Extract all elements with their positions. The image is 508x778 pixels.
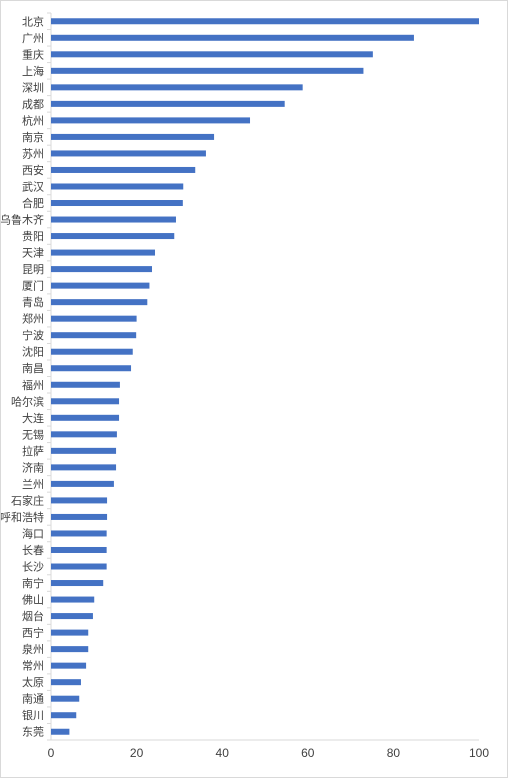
bar	[51, 712, 77, 719]
bar	[51, 513, 108, 520]
bar	[51, 117, 251, 124]
category-label: 宁波	[22, 328, 44, 342]
bar	[51, 332, 137, 339]
category-label: 长春	[22, 544, 44, 557]
bar	[51, 299, 148, 306]
bar	[51, 414, 120, 421]
category-label: 西宁	[22, 626, 44, 640]
x-tick-label: 100	[469, 746, 489, 760]
bar	[51, 100, 285, 107]
bar	[51, 464, 117, 471]
category-label: 贵阳	[22, 230, 44, 243]
category-label: 乌鲁木齐	[1, 213, 44, 227]
category-label: 沈阳	[22, 345, 44, 359]
category-label: 济南	[22, 460, 44, 474]
bar	[51, 497, 108, 504]
bar	[51, 580, 104, 587]
category-label: 郑州	[22, 312, 44, 326]
bar	[51, 266, 153, 273]
bar	[51, 150, 206, 157]
category-label: 东莞	[22, 726, 44, 739]
category-label: 深圳	[22, 81, 44, 94]
bar	[51, 133, 215, 140]
category-label: 拉萨	[22, 444, 44, 458]
bar	[51, 447, 117, 454]
bar	[51, 216, 176, 223]
bar	[51, 18, 479, 25]
bar	[51, 530, 107, 537]
category-label: 昆明	[22, 263, 44, 276]
category-label: 南通	[22, 693, 44, 706]
bar	[51, 315, 137, 322]
x-tick-label: 40	[216, 746, 230, 760]
category-label: 杭州	[22, 113, 44, 127]
category-label: 合肥	[22, 196, 44, 210]
bar	[51, 84, 303, 91]
bar	[51, 546, 107, 553]
bar	[51, 596, 95, 603]
x-tick-label: 60	[301, 746, 315, 760]
x-tick-label: 0	[48, 746, 55, 760]
bar	[51, 67, 364, 74]
bar	[51, 166, 196, 173]
category-label: 无锡	[22, 427, 44, 441]
x-tick-label: 80	[387, 746, 401, 760]
category-label: 银川	[22, 708, 44, 722]
category-label: 厦门	[22, 279, 44, 293]
category-label: 泉州	[22, 642, 44, 656]
category-label: 太原	[22, 676, 44, 689]
category-label: 常州	[22, 660, 44, 673]
bar	[51, 563, 107, 570]
bar	[51, 398, 120, 405]
category-label: 兰州	[22, 478, 44, 491]
category-label: 南京	[22, 130, 44, 144]
bar	[51, 233, 175, 240]
bar	[51, 249, 156, 256]
category-label: 大连	[22, 411, 44, 425]
bar	[51, 728, 70, 735]
category-label: 西安	[22, 163, 44, 177]
category-label: 烟台	[22, 609, 44, 623]
category-label: 哈尔滨	[11, 394, 44, 408]
category-label: 天津	[22, 247, 44, 260]
bar	[51, 695, 80, 702]
category-label: 上海	[22, 64, 44, 78]
bar	[51, 480, 114, 487]
category-label: 成都	[22, 98, 44, 111]
category-label: 武汉	[22, 180, 44, 193]
category-label: 海口	[22, 526, 44, 540]
bar	[51, 348, 133, 355]
bar	[51, 613, 93, 620]
category-label: 苏州	[22, 147, 44, 160]
category-label: 北京	[22, 14, 44, 28]
category-label: 长沙	[22, 561, 44, 574]
category-label: 广州	[22, 32, 44, 45]
category-label: 南宁	[22, 576, 44, 590]
category-label: 重庆	[22, 47, 44, 61]
bar	[51, 646, 89, 653]
category-label: 佛山	[22, 594, 44, 607]
bar	[51, 662, 87, 669]
bar	[51, 51, 373, 58]
category-label: 青岛	[22, 295, 44, 309]
bar	[51, 381, 120, 388]
bar	[51, 365, 132, 372]
bar	[51, 183, 184, 190]
bar	[51, 200, 183, 207]
category-label: 呼和浩特	[1, 510, 44, 524]
bar	[51, 629, 89, 636]
bar	[51, 679, 81, 686]
category-label: 石家庄	[11, 493, 44, 507]
bar	[51, 34, 414, 41]
bar	[51, 282, 150, 289]
category-label: 南昌	[22, 362, 44, 375]
bar	[51, 431, 117, 438]
category-label: 福州	[22, 378, 44, 392]
x-tick-label: 20	[130, 746, 144, 760]
